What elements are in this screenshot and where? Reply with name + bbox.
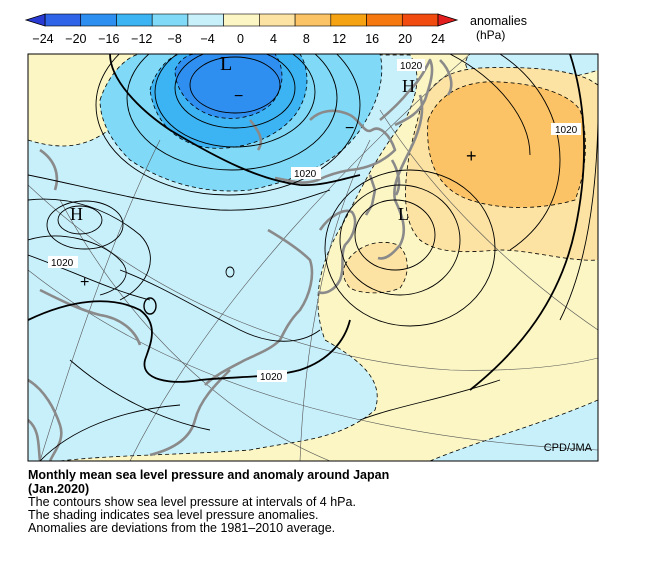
isobar-label-4: 1020 — [51, 258, 74, 269]
anomaly-minus12-zone — [174, 54, 283, 119]
high-pressure-center-ne: H — [402, 76, 415, 96]
isobar-labels: 1020 1020 1020 1020 1020 — [48, 59, 581, 383]
isobar-label-2: 1020 — [555, 125, 578, 136]
colorbar-tick-label: −4 — [200, 32, 214, 46]
colorbar-tick-label: 8 — [303, 32, 310, 46]
colorbar-tick-label: −8 — [168, 32, 182, 46]
isobar-label-1: 1020 — [400, 61, 423, 72]
credit-label: CPD/JMA — [544, 442, 593, 454]
colorbar-tick-label: 20 — [398, 32, 412, 46]
anomaly-colorbar: −24 −20 −16 −12 −8 −4 0 4 8 12 16 20 24 anomalies (h… — [24, 13, 527, 46]
low-pressure-center: L — [220, 53, 232, 75]
isobars — [28, 54, 598, 461]
high-pressure-center-west: H — [70, 204, 83, 224]
isobar-label-5: 1020 — [260, 372, 283, 383]
colorbar-tick-label: −24 — [32, 32, 53, 46]
colorbar-label: anomalies — [470, 14, 527, 28]
anomaly-maximum-sign: + — [466, 146, 477, 166]
pressure-anomaly-map: − − + + L H L H 1020 1020 1020 1020 1020… — [27, 53, 599, 462]
colorbar-tick-label: −16 — [98, 32, 119, 46]
caption-shading: The shading indicates sea level pressure… — [28, 508, 319, 522]
colorbar-tick-label: 16 — [365, 32, 379, 46]
map-frame — [27, 53, 599, 462]
colorbar-tick-labels: −24 −20 −16 −12 −8 −4 0 4 8 12 16 20 24 — [32, 32, 445, 46]
caption-anomaly-definition: Anomalies are deviations from the 1981–2… — [28, 521, 336, 535]
colorbar-tick-label: 0 — [237, 32, 244, 46]
colorbar-left-arrow — [24, 13, 46, 27]
graticule — [28, 54, 598, 461]
anomaly-plus8-east — [427, 81, 586, 208]
anomaly-minimum-sign: − — [234, 88, 243, 105]
anomaly-minus-sign: − — [345, 120, 354, 137]
colorbar-right-arrow — [437, 13, 459, 27]
colorbar-tick-label: 4 — [270, 32, 277, 46]
isobar-label-3: 1020 — [294, 169, 317, 180]
caption-date: (Jan.2020) — [28, 482, 90, 496]
colorbar-unit: (hPa) — [476, 28, 505, 42]
colorbar-tick-label: 12 — [332, 32, 346, 46]
colorbar-tick-label: −12 — [131, 32, 152, 46]
low-pressure-center-east: L — [398, 204, 409, 224]
caption-contours: The contours show sea level pressure at … — [28, 495, 356, 509]
caption-title: Monthly mean sea level pressure and anom… — [28, 468, 390, 482]
colorbar-swatches — [44, 13, 439, 27]
anomaly-plus-sign: + — [80, 274, 89, 291]
figure-caption: Monthly mean sea level pressure and anom… — [28, 468, 628, 535]
colorbar-tick-label: −20 — [65, 32, 86, 46]
colorbar-tick-label: 24 — [431, 32, 445, 46]
